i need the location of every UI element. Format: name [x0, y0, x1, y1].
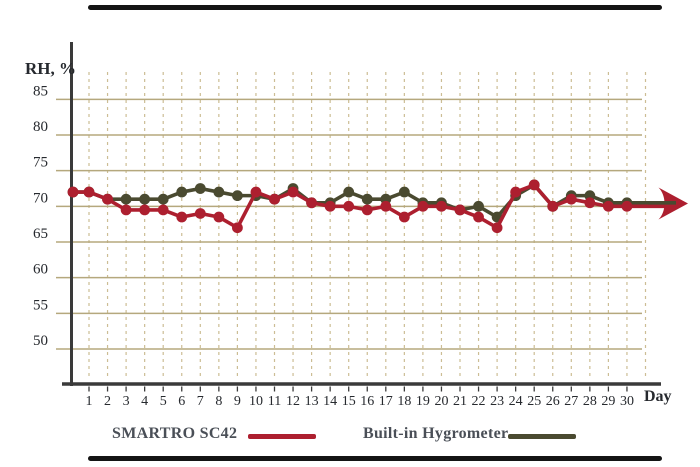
smartro-point	[287, 186, 299, 198]
y-axis-title: RH, %	[25, 59, 76, 78]
smartro-point	[176, 211, 188, 223]
x-tick-label: 13	[305, 394, 319, 409]
bottom-border-bar	[88, 456, 662, 461]
x-tick-label: 26	[546, 394, 560, 409]
chart-legend: SMARTRO SC42 Built-in Hygrometer	[0, 422, 700, 450]
hygrometer-point	[361, 193, 373, 205]
smartro-point	[417, 200, 429, 212]
smartro-point	[603, 200, 614, 212]
smartro-point	[380, 200, 392, 212]
x-tick-label: 7	[197, 394, 204, 409]
legend-swatch-smartro-line	[248, 434, 316, 439]
x-tick-label: 1	[86, 394, 93, 409]
legend-label-hygrometer: Built-in Hygrometer	[363, 425, 509, 442]
smartro-point	[213, 211, 225, 223]
x-tick-label: 19	[416, 394, 430, 409]
smartro-point	[436, 200, 447, 212]
x-tick-label: 24	[509, 394, 523, 409]
x-tick-label: 5	[160, 394, 167, 409]
x-tick-label: 6	[178, 394, 185, 409]
x-tick-label: 8	[215, 394, 222, 409]
smartro-point	[194, 208, 206, 219]
smartro-point	[343, 200, 355, 212]
x-tick-label: 27	[564, 394, 578, 409]
x-tick-label: 3	[123, 394, 130, 409]
hygrometer-point	[398, 186, 410, 198]
hygrometer-point	[213, 186, 225, 198]
x-tick-label: 12	[286, 394, 300, 409]
hygrometer-point	[194, 183, 206, 194]
x-tick-label: 10	[249, 394, 263, 409]
hygrometer-point	[139, 193, 151, 205]
smartro-point	[361, 204, 373, 216]
x-tick-label: 2	[104, 394, 111, 409]
x-tick-label: 30	[620, 394, 634, 409]
smartro-point	[250, 186, 262, 198]
smartro-point	[454, 204, 466, 216]
x-tick-label: 15	[342, 394, 356, 409]
hygrometer-point	[343, 186, 355, 198]
x-tick-label: 21	[453, 394, 467, 409]
x-tick-label: 29	[601, 394, 615, 409]
x-tick-label: 11	[268, 394, 281, 409]
x-tick-label: 14	[323, 394, 337, 409]
y-tick-label: 65	[33, 226, 48, 242]
smartro-point	[510, 186, 522, 198]
x-tick-label: 17	[379, 394, 393, 409]
hygrometer-point	[120, 193, 132, 205]
smartro-point	[306, 197, 317, 209]
smartro-point	[584, 197, 596, 209]
x-tick-label: 22	[472, 394, 486, 409]
x-tick-label: 28	[583, 394, 597, 409]
smartro-point	[157, 204, 169, 216]
smartro-point	[67, 186, 79, 198]
smartro-point	[324, 200, 336, 212]
x-tick-label: 20	[434, 394, 448, 409]
legend-swatch-hygrometer-line	[508, 434, 576, 439]
smartro-point	[102, 193, 113, 205]
smartro-point	[491, 222, 503, 234]
y-tick-label: 75	[33, 155, 48, 171]
smartro-point	[473, 211, 484, 223]
smartro-point	[398, 211, 410, 223]
y-tick-label: 60	[33, 262, 48, 278]
x-tick-label: 23	[490, 394, 504, 409]
smartro-point	[547, 200, 559, 212]
y-tick-label: 55	[33, 297, 48, 313]
hygrometer-point	[473, 200, 484, 212]
smartro-point	[83, 186, 95, 198]
smartro-point	[528, 179, 540, 191]
y-tick-label: 80	[33, 119, 48, 135]
smartro-point	[269, 193, 280, 205]
x-tick-label: 18	[397, 394, 411, 409]
smartro-point	[565, 193, 577, 205]
x-tick-label: 4	[141, 394, 148, 409]
hygrometer-point	[176, 186, 188, 198]
x-tick-label: 9	[234, 394, 241, 409]
top-border-bar	[88, 5, 662, 10]
x-tick-label: 16	[360, 394, 374, 409]
hygrometer-point	[232, 190, 243, 202]
y-tick-label: 70	[33, 190, 48, 206]
smartro-point	[621, 200, 633, 212]
hygrometer-point	[157, 193, 169, 205]
y-tick-label: 50	[33, 333, 48, 349]
smartro-point	[139, 204, 151, 216]
x-axis-title: Day	[644, 388, 672, 405]
y-tick-label: 85	[33, 83, 48, 99]
smartro-point	[232, 222, 243, 234]
legend-label-smartro: SMARTRO SC42	[112, 425, 238, 442]
x-tick-label: 25	[527, 394, 541, 409]
smartro-point	[120, 204, 132, 216]
